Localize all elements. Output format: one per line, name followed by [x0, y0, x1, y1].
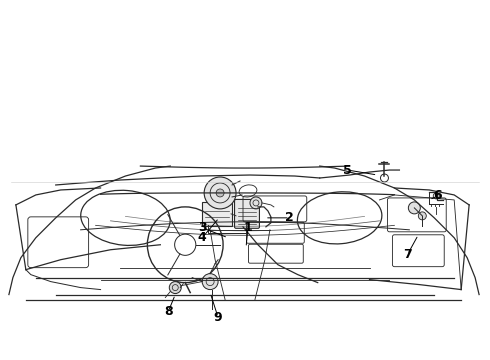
Text: 9: 9: [214, 311, 222, 324]
Circle shape: [408, 202, 420, 214]
FancyBboxPatch shape: [235, 199, 259, 228]
Text: 7: 7: [403, 248, 412, 261]
Text: 5: 5: [343, 163, 352, 176]
Circle shape: [418, 212, 426, 220]
Circle shape: [202, 274, 218, 289]
Circle shape: [169, 282, 181, 293]
Text: 1: 1: [244, 221, 252, 234]
Text: 3: 3: [198, 221, 206, 234]
Circle shape: [250, 197, 262, 209]
FancyBboxPatch shape: [202, 202, 232, 226]
Circle shape: [216, 189, 224, 197]
Text: 4: 4: [198, 231, 207, 244]
Text: 6: 6: [433, 189, 441, 202]
Circle shape: [204, 177, 236, 209]
Text: 8: 8: [164, 305, 172, 318]
Text: 2: 2: [286, 211, 294, 224]
